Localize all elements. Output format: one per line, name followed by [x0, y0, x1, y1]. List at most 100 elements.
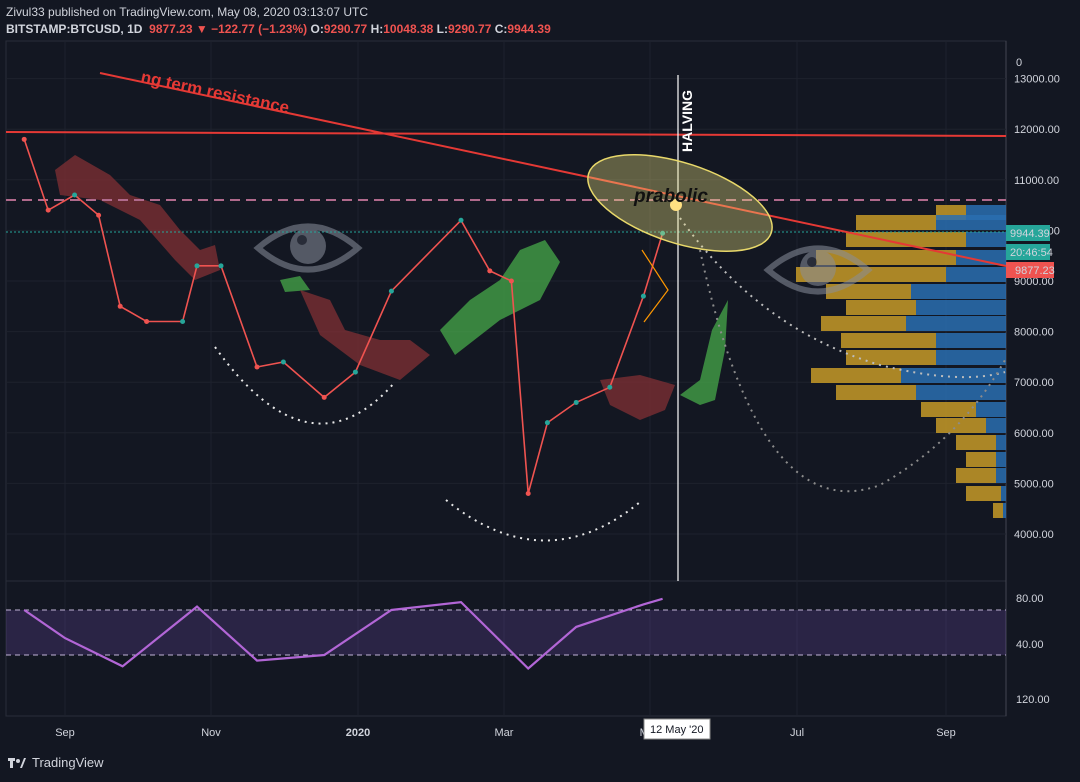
price-point: [194, 263, 200, 269]
price-point: [117, 303, 123, 309]
countdown-value: 20:46:54: [1010, 247, 1053, 259]
projection-arc: [679, 217, 1006, 379]
vp-bar-up: [901, 368, 1006, 383]
vp-bar-up: [996, 468, 1006, 483]
resistance-label: ng term resistance: [139, 67, 291, 117]
vp-bar-down: [856, 215, 936, 230]
price-point: [660, 230, 666, 236]
time-tick-label: Nov: [201, 727, 221, 739]
symbol-legend: BITSTAMP:BTCUSD, 1D 9877.23 ▼ −122.77 (−…: [6, 22, 551, 36]
time-tick-label: 2020: [346, 727, 370, 739]
rsi-band-fill: [6, 610, 1006, 655]
price-point: [45, 207, 51, 213]
halving-label: HALVING: [679, 90, 695, 152]
rsi-tick-label: 80.00: [1016, 593, 1044, 605]
rsi-axis[interactable]: 80.00 40.00 120.00: [1016, 593, 1050, 706]
vp-bar-up: [936, 350, 1006, 365]
grid: [6, 41, 1006, 716]
ohlc-open: 9290.77: [323, 22, 368, 36]
crosshair-date: 12 May '20: [650, 724, 703, 736]
price-tick-label: 5000.00: [1014, 478, 1054, 490]
price-tick-label: 12000.00: [1014, 124, 1060, 136]
price-point: [180, 318, 186, 324]
price-point: [640, 293, 646, 299]
crosshair-date-tag: [643, 718, 711, 740]
tradingview-footer[interactable]: TradingView: [8, 755, 104, 770]
time-tick-label: Jul: [790, 727, 804, 739]
vp-bar-down: [966, 452, 996, 467]
vp-bar-down: [921, 402, 976, 417]
vp-bar-down: [956, 468, 996, 483]
price-point: [607, 384, 613, 390]
current-price-tag: [1006, 225, 1050, 241]
price-point: [280, 359, 286, 365]
tradingview-logo-icon: [8, 757, 26, 768]
vp-bar-up: [1001, 486, 1006, 501]
price-point: [352, 369, 358, 375]
candles: [21, 136, 666, 497]
cloud-segment: [300, 290, 430, 380]
ohlc-close-label: C:: [494, 22, 508, 36]
prev-price-tag: [1006, 262, 1054, 278]
cloud-segment: [280, 276, 310, 292]
ichimoku-clouds: [55, 155, 728, 420]
time-tick-label: Mar: [495, 727, 514, 739]
rsi-tick-label: 40.00: [1016, 639, 1044, 651]
vp-bar-down: [826, 284, 911, 299]
vp-bar-up: [996, 452, 1006, 467]
ohlc-low-label: L:: [436, 22, 448, 36]
price-point: [573, 399, 579, 405]
price-axis[interactable]: 13000.0012000.0011000.0010000.009000.008…: [1014, 57, 1060, 541]
long-term-resistance-line: [99, 72, 1007, 267]
vp-bar-up: [936, 215, 1006, 230]
vp-bar-up: [911, 284, 1006, 299]
eye-icon: [253, 223, 363, 273]
price-tick-label: 11000.00: [1014, 175, 1059, 187]
price-point: [218, 263, 224, 269]
countdown-tag: [1006, 244, 1050, 260]
vp-bar-down: [846, 350, 936, 365]
cloud-segment: [440, 240, 560, 355]
vp-bar-up: [986, 418, 1006, 433]
vp-bar-up: [946, 267, 1006, 282]
price-point: [21, 136, 27, 142]
price-tick-label: 7000.00: [1014, 377, 1054, 389]
price-point: [254, 364, 260, 370]
time-tick-label: Sep: [55, 727, 75, 739]
prev-price-value: 9877.23: [1015, 265, 1055, 277]
ohlc-high: 10048.38: [383, 22, 434, 36]
price-point: [508, 278, 514, 284]
parabolic-label: prabolic: [633, 186, 708, 207]
vp-bar-up: [936, 333, 1006, 348]
triangle-pattern: [641, 249, 669, 323]
price-point: [72, 192, 78, 198]
vp-bar-down: [846, 232, 966, 247]
tradingview-brand: TradingView: [32, 755, 104, 770]
rsi-tick-label: 120.00: [1016, 694, 1050, 706]
vp-bar-up: [1003, 503, 1006, 518]
price-point: [388, 288, 394, 294]
vp-bar-up: [976, 402, 1006, 417]
price-point: [144, 318, 150, 324]
price-point: [544, 420, 550, 426]
vp-bar-down: [836, 385, 916, 400]
eye-icon: [763, 245, 873, 295]
price-point: [487, 268, 493, 274]
rsi-series: [23, 597, 663, 670]
time-axis[interactable]: SepNov2020MarMayJulSep: [55, 727, 956, 739]
last-price: 9877.23 ▼ −122.77 (−1.23%): [149, 22, 308, 36]
current-price-value: 9944.39: [1010, 228, 1050, 240]
vp-bar-up: [916, 300, 1006, 315]
price-point: [458, 217, 464, 223]
vp-bar-down: [966, 486, 1001, 501]
highlight-dot: [670, 199, 682, 211]
vp-bar-up: [956, 250, 1006, 265]
cloud-segment: [55, 155, 220, 280]
price-tick-label: 6000.00: [1014, 428, 1054, 440]
price-tick-label: 9000.00: [1014, 276, 1054, 288]
vp-bar-up: [916, 385, 1006, 400]
cloud-segment: [600, 375, 675, 420]
vp-bar-down: [811, 368, 901, 383]
price-tick-label: 4000.00: [1014, 529, 1054, 541]
